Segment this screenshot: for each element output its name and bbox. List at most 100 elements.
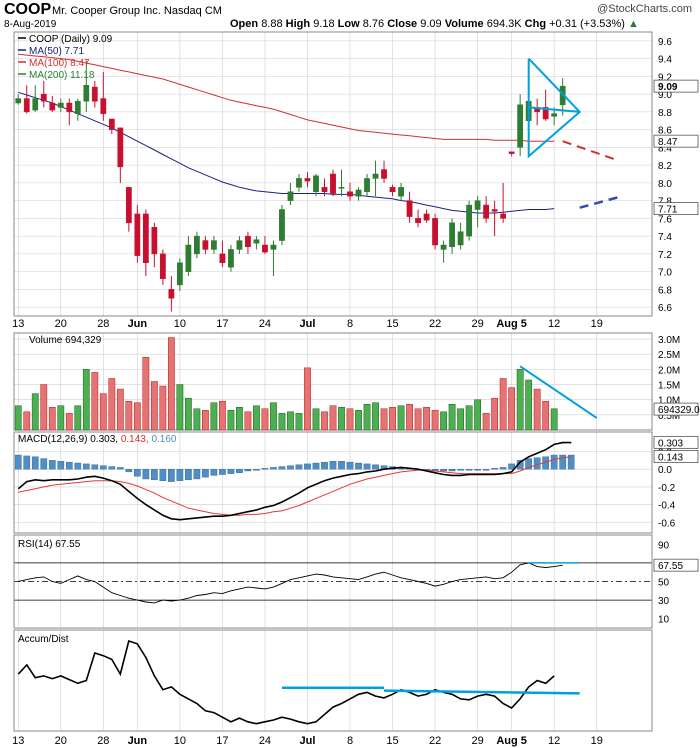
volume-bar (116, 388, 124, 431)
macd-histogram-bar (372, 464, 379, 470)
rsi-panel-frame (13, 534, 653, 629)
price-tick-label: 9.6 (658, 37, 672, 48)
candle-down (202, 240, 209, 250)
volume-bar (312, 408, 320, 431)
macd-histogram-bar (116, 467, 124, 470)
macd-histogram-bar (227, 469, 235, 474)
macd-histogram-bar (151, 469, 158, 481)
macd-legend-part: 0.143, (121, 434, 152, 445)
volume-bar (423, 407, 430, 431)
candle-up (15, 98, 22, 104)
macd-histogram-bar (338, 461, 345, 470)
brand-logo[interactable]: @StockCharts.com (597, 3, 692, 15)
accum-dist-panel-frame (13, 629, 653, 732)
candle-down (381, 169, 387, 179)
candle-down (91, 86, 98, 102)
candle-up (355, 189, 362, 197)
candle-down (40, 93, 47, 102)
candle-up (194, 235, 200, 255)
macd-histogram-bar (176, 469, 184, 481)
candle-down (245, 235, 251, 248)
volume-bar (508, 387, 516, 431)
x-axis-label: 19 (591, 318, 603, 330)
volume-bar (210, 402, 218, 431)
volume-tick-label: 2.5M (658, 350, 680, 361)
volume-bar (91, 372, 99, 431)
price-panel-frame (13, 31, 653, 317)
candle-up (338, 187, 345, 189)
candle-up (287, 191, 294, 201)
macd-histogram-bar (482, 469, 490, 471)
volume-bar (167, 337, 175, 431)
ma100-line (18, 53, 555, 142)
macd-histogram-bar (82, 463, 90, 470)
price-legend-item: MA(100) 8.47 (29, 58, 90, 69)
macd-histogram-bar (65, 461, 73, 470)
volume-bar (65, 413, 73, 431)
volume-bar (253, 405, 260, 431)
volume-bar (372, 402, 379, 431)
candle-down (423, 213, 430, 221)
macd-histogram-bar (202, 469, 209, 478)
macd-line (17, 441, 572, 521)
price-legend-item: COOP (Daily) 9.09 (29, 34, 113, 45)
x-axis-label: 20 (55, 735, 67, 747)
volume-bar (474, 399, 482, 431)
price-tag: 9.09 (658, 82, 678, 93)
volume-bar (219, 400, 226, 431)
symbol-title: COOP (4, 1, 52, 18)
candle-down (304, 178, 311, 182)
close-label: Close (387, 18, 418, 30)
volume-bar (108, 378, 116, 431)
volume-bar (287, 411, 294, 431)
macd-tick-label: -0.2 (658, 483, 676, 494)
macd-histogram-bar (210, 469, 218, 476)
candle-down (168, 289, 175, 299)
volume-tick-label: 1.5M (658, 381, 680, 392)
candle-up (32, 98, 39, 111)
ma100-projection (562, 140, 615, 160)
macd-histogram-bar (134, 469, 141, 477)
macd-histogram-bar (57, 461, 65, 470)
volume-bar (193, 408, 201, 431)
volume-tick-label: 3.0M (658, 335, 680, 346)
volume-bar (550, 408, 558, 431)
price-tick-label: 8.2 (658, 161, 672, 172)
price-tag: 7.71 (658, 205, 678, 216)
x-axis-label: Jun (128, 735, 148, 747)
volume-bar (465, 405, 473, 431)
candle-up (398, 187, 404, 197)
candle-down (406, 200, 413, 217)
candle-down (159, 253, 166, 279)
x-axis-label: Jul (300, 735, 316, 747)
volume-bar (150, 381, 158, 431)
candle-down (508, 151, 515, 154)
price-tick-label: 9.0 (658, 90, 672, 101)
volume-bar (389, 407, 396, 431)
price-tick-label: 8.8 (658, 108, 672, 119)
volume-bar (125, 400, 133, 431)
x-axis-label: 24 (259, 318, 271, 330)
candle-up (57, 102, 64, 108)
price-tag: 8.47 (658, 137, 678, 148)
candle-up (236, 240, 243, 250)
macd-histogram-bar (525, 458, 532, 470)
macd-histogram-bar (550, 454, 558, 470)
macd-histogram-bar (499, 467, 507, 470)
macd-histogram-bar (108, 466, 116, 470)
volume-bar (482, 413, 490, 431)
candle-down (134, 213, 141, 256)
ma50-projection (579, 194, 623, 209)
macd-histogram-bar (457, 469, 464, 471)
candle-up (466, 204, 472, 237)
x-axis-label: 10 (174, 318, 186, 330)
candle-down (66, 102, 73, 113)
x-axis-label: 12 (548, 318, 560, 330)
high-value: 9.18 (313, 18, 335, 30)
volume-bar (363, 403, 371, 431)
price-tick-label: 7.8 (658, 197, 672, 208)
high-label: High (285, 18, 311, 30)
volume-bar (516, 369, 524, 431)
rsi-legend: RSI(14) 67.55 (18, 539, 81, 550)
